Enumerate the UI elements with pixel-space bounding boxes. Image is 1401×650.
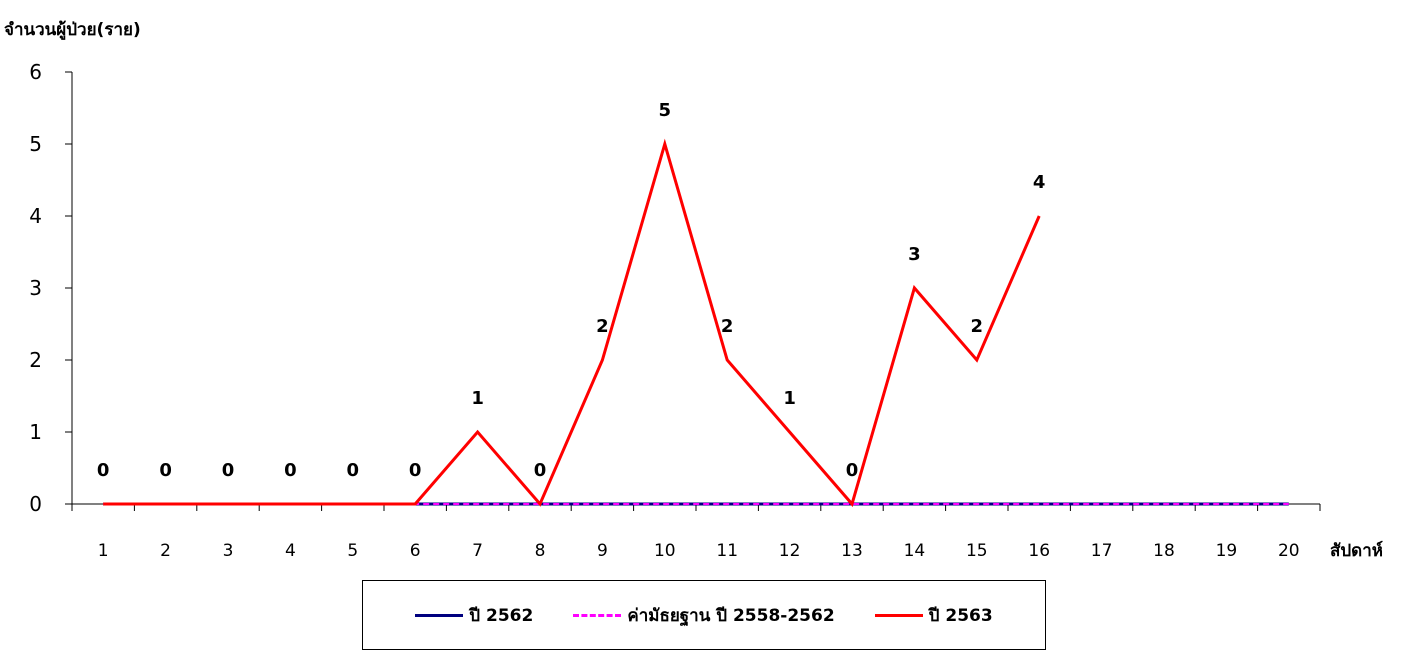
- x-tick-label: 12: [779, 541, 801, 561]
- data-label: 2: [721, 316, 734, 337]
- x-tick-label: 16: [1028, 541, 1050, 561]
- x-tick-label: 2: [160, 541, 171, 561]
- data-label: 0: [409, 460, 422, 481]
- y-axis-title: จำนวนผู้ป่วย(ราย): [4, 20, 141, 41]
- data-label: 0: [159, 460, 172, 481]
- data-label: 5: [659, 100, 672, 121]
- legend-label: ปี 2563: [929, 602, 993, 629]
- legend-item-2: ปี 2563: [875, 602, 993, 629]
- x-tick-label: 11: [716, 541, 738, 561]
- x-tick-label: 19: [1216, 541, 1238, 561]
- x-tick-label: 9: [597, 541, 608, 561]
- data-label: 0: [534, 460, 547, 481]
- data-label: 1: [471, 388, 484, 409]
- y-ticks: 0 1 2 3 4 5 6: [29, 60, 72, 516]
- data-label: 0: [846, 460, 859, 481]
- data-label: 3: [908, 244, 921, 265]
- series-layer: [103, 144, 1289, 504]
- x-tick-label: 7: [472, 541, 483, 561]
- series-line-2: [103, 144, 1039, 504]
- y-tick-label: 6: [29, 60, 42, 84]
- x-tick-label: 13: [841, 541, 863, 561]
- x-tick-label: 8: [535, 541, 546, 561]
- legend: ปี 2562 ค่ามัธยฐาน ปี 2558-2562 ปี 2563: [362, 580, 1046, 650]
- x-tick-label: 6: [410, 541, 421, 561]
- data-label: 2: [971, 316, 984, 337]
- y-tick-label: 1: [29, 420, 42, 444]
- y-tick-label: 4: [29, 204, 42, 228]
- x-tick-label: 10: [654, 541, 676, 561]
- y-tick-label: 3: [29, 276, 42, 300]
- x-tick-label: 18: [1153, 541, 1175, 561]
- x-tick-label: 14: [904, 541, 926, 561]
- legend-label: ค่ามัธยฐาน ปี 2558-2562: [627, 602, 834, 629]
- data-label: 0: [222, 460, 235, 481]
- legend-swatch: [573, 614, 621, 617]
- data-label: 4: [1033, 172, 1046, 193]
- legend-swatch: [875, 614, 923, 617]
- y-tick-label: 0: [29, 492, 42, 516]
- data-label: 0: [284, 460, 297, 481]
- legend-item-1: ค่ามัธยฐาน ปี 2558-2562: [573, 602, 834, 629]
- x-tick-label: 15: [966, 541, 988, 561]
- data-label: 1: [783, 388, 796, 409]
- x-tick-label: 1: [98, 541, 109, 561]
- x-tick-label: 3: [223, 541, 234, 561]
- x-tick-label: 20: [1278, 541, 1300, 561]
- y-tick-label: 2: [29, 348, 42, 372]
- data-label: 2: [596, 316, 609, 337]
- legend-item-0: ปี 2562: [415, 602, 533, 629]
- legend-label: ปี 2562: [469, 602, 533, 629]
- y-tick-label: 5: [29, 132, 42, 156]
- x-tick-label: 4: [285, 541, 296, 561]
- data-label: 0: [97, 460, 110, 481]
- x-axis-title: สัปดาห์: [1330, 540, 1383, 561]
- data-labels: 0 0 0 0 0 0 1 0 2 5 2 1 0 3 2 4: [97, 100, 1046, 481]
- legend-swatch: [415, 614, 463, 617]
- x-tick-label: 5: [347, 541, 358, 561]
- data-label: 0: [347, 460, 360, 481]
- x-tick-label: 17: [1091, 541, 1113, 561]
